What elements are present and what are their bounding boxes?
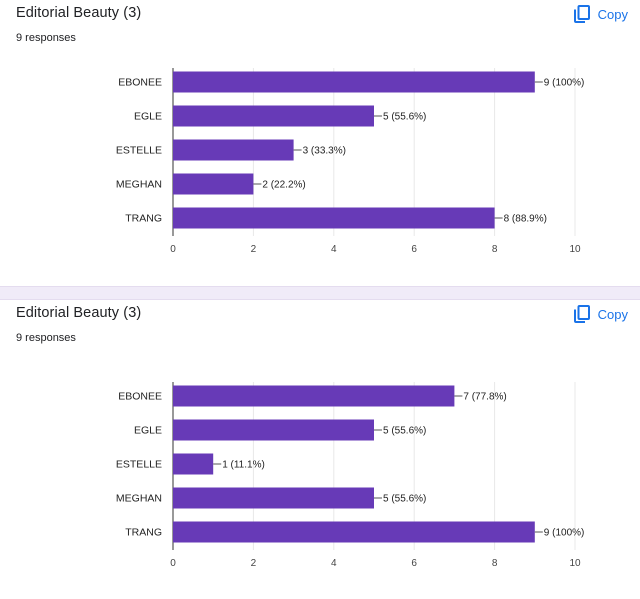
data-label: 3 (33.3%) [303,146,346,157]
bar-ebonee [173,385,455,407]
copy-button[interactable]: Copy [573,3,628,25]
data-label: 5 (55.6%) [383,426,426,437]
category-label: MEGHAN [116,179,162,191]
x-tick-label: 10 [569,558,581,569]
data-label: 8 (88.9%) [504,214,547,225]
bar-chart: 0 2 4 6 8 10 EBONEE 9 (100%) EGLE 5 (55.6%) ESTELL… [116,68,585,255]
category-label: ESTELLE [116,459,162,471]
bar-meghan [173,173,254,195]
data-label: 1 (11.1%) [222,460,265,471]
data-label: 5 (55.6%) [383,494,426,505]
bar-trang [173,521,535,543]
x-tick-label: 0 [170,244,176,255]
x-tick-label: 8 [492,244,498,255]
copy-icon [573,5,590,23]
data-label: 5 (55.6%) [383,112,426,123]
category-label: ESTELLE [116,145,162,157]
response-count: 9 responses [16,32,76,44]
bar-egle [173,105,374,127]
data-label: 9 (100%) [544,78,585,89]
copy-icon [573,305,590,323]
category-label: MEGHAN [116,493,162,505]
x-tick-label: 10 [569,244,581,255]
x-tick-label: 2 [251,558,257,569]
copy-label: Copy [597,306,628,322]
chart-card-2: Editorial Beauty (3) 9 responses Copy 0 2… [0,300,640,599]
category-label: EBONEE [118,391,162,403]
category-label: TRANG [125,527,162,539]
bar-estelle [173,139,294,161]
x-tick-label: 6 [411,244,417,255]
data-label: 2 (22.2%) [262,180,305,191]
x-tick-label: 4 [331,244,337,255]
bar-meghan [173,487,374,509]
response-count: 9 responses [16,332,76,344]
copy-label: Copy [597,6,628,22]
bar-trang [173,207,495,229]
bar-egle [173,419,374,441]
bar-ebonee [173,71,535,93]
x-tick-label: 6 [411,558,417,569]
category-label: EGLE [134,111,162,123]
category-label: EGLE [134,425,162,437]
x-tick-label: 0 [170,558,176,569]
data-label: 7 (77.8%) [463,392,506,403]
data-label: 9 (100%) [544,528,585,539]
card-separator [0,286,640,300]
x-tick-label: 4 [331,558,337,569]
copy-button[interactable]: Copy [573,303,628,325]
card-title: Editorial Beauty (3) [16,305,142,321]
bar-chart: 0 2 4 6 8 10 EBONEE 7 (77.8%) EGLE 5 (55.6%) ESTEL… [116,382,585,569]
category-label: TRANG [125,213,162,225]
category-label: EBONEE [118,77,162,89]
bar-estelle [173,453,214,475]
x-tick-label: 2 [251,244,257,255]
card-title: Editorial Beauty (3) [16,5,142,21]
x-tick-label: 8 [492,558,498,569]
chart-card-1: Editorial Beauty (3) 9 responses Copy 0 2… [0,0,640,286]
